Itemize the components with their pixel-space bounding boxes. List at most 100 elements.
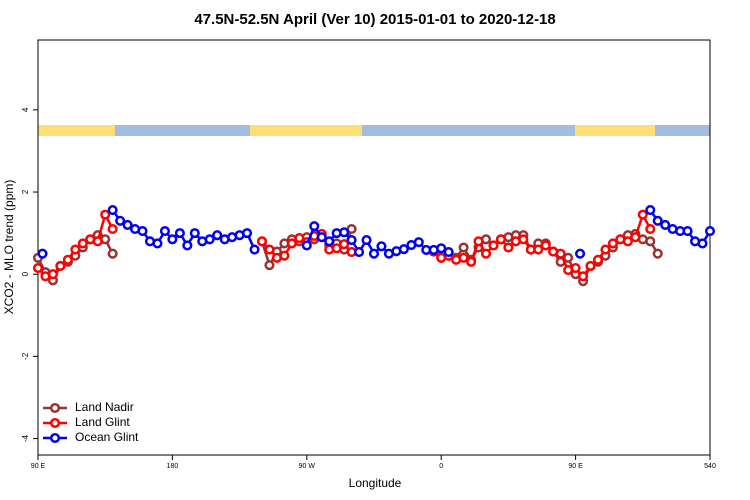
- x-tick-label: 540: [704, 463, 716, 470]
- legend-label: Ocean Glint: [75, 430, 139, 444]
- point: [152, 238, 163, 249]
- point: [413, 237, 424, 248]
- point: [466, 256, 477, 267]
- point: [652, 215, 663, 226]
- point: [637, 209, 648, 220]
- point: [264, 260, 275, 271]
- point: [249, 244, 260, 255]
- point: [339, 239, 350, 250]
- point: [242, 228, 253, 239]
- x-tick-label: 90 W: [299, 463, 316, 470]
- ocean-band: [655, 125, 710, 136]
- point: [189, 228, 200, 239]
- point: [376, 241, 387, 252]
- point: [47, 269, 58, 280]
- point: [622, 236, 633, 247]
- point: [652, 248, 663, 259]
- y-tick-label: 0: [21, 271, 30, 276]
- legend-marker: [49, 432, 61, 444]
- point: [645, 223, 656, 235]
- point: [159, 226, 170, 237]
- point: [324, 236, 335, 247]
- y-tick-label: -2: [21, 352, 30, 360]
- point: [585, 260, 596, 272]
- point: [630, 232, 641, 243]
- point: [331, 243, 342, 254]
- point: [361, 235, 372, 246]
- point: [503, 242, 514, 253]
- point: [575, 248, 586, 259]
- point: [137, 226, 148, 237]
- legend-marker: [49, 402, 61, 414]
- legend-label: Land Glint: [75, 415, 130, 429]
- legend-marker: [49, 417, 61, 429]
- point: [62, 254, 73, 265]
- point: [174, 228, 185, 239]
- plot-frame: [37, 39, 711, 456]
- x-tick-label: 0: [439, 463, 443, 470]
- point: [339, 227, 350, 238]
- point: [32, 262, 44, 274]
- x-tick-label: 180: [167, 463, 179, 470]
- point: [368, 248, 380, 259]
- point: [398, 244, 409, 255]
- point: [301, 240, 312, 251]
- legend-label: Land Nadir: [75, 400, 134, 414]
- point: [264, 244, 275, 255]
- point: [204, 234, 215, 245]
- point: [100, 209, 111, 220]
- y-tick-label: 2: [21, 189, 30, 194]
- point: [682, 226, 693, 237]
- point: [122, 219, 133, 230]
- point: [645, 236, 656, 247]
- point: [533, 244, 544, 255]
- land-band: [38, 125, 115, 136]
- point: [70, 244, 81, 255]
- point: [480, 248, 492, 259]
- point: [182, 240, 193, 251]
- land-ocean-strip: [38, 125, 710, 136]
- point: [279, 250, 290, 261]
- point: [256, 236, 268, 247]
- point: [294, 232, 305, 244]
- point: [563, 252, 574, 263]
- point: [346, 235, 357, 246]
- point: [436, 243, 447, 254]
- point: [645, 205, 656, 216]
- point: [107, 205, 118, 216]
- point: [92, 236, 103, 247]
- point: [212, 230, 223, 241]
- point: [570, 262, 581, 274]
- point: [309, 221, 320, 232]
- point: [578, 271, 589, 282]
- point: [660, 219, 671, 230]
- point: [458, 252, 469, 263]
- point: [697, 238, 708, 249]
- point: [518, 234, 529, 245]
- point: [115, 215, 126, 226]
- point: [607, 238, 618, 249]
- x-axis-label: Longitude: [349, 476, 402, 490]
- point: [600, 244, 611, 255]
- point: [107, 223, 118, 235]
- land-band: [575, 125, 655, 136]
- point: [495, 234, 506, 245]
- point: [473, 236, 484, 247]
- y-axis-label: XCO2 - MLO trend (ppm): [2, 180, 16, 315]
- point: [316, 232, 327, 243]
- point: [55, 260, 66, 272]
- ocean-band: [115, 125, 250, 136]
- point: [354, 246, 365, 258]
- point: [107, 248, 118, 259]
- point: [77, 238, 88, 249]
- ocean-band: [362, 125, 575, 136]
- chart-title: 47.5N-52.5N April (Ver 10) 2015-01-01 to…: [194, 11, 555, 28]
- point: [167, 234, 178, 245]
- point: [540, 240, 551, 251]
- point: [592, 254, 604, 265]
- point: [704, 226, 716, 237]
- point: [37, 248, 48, 259]
- y-tick-label: 4: [21, 107, 30, 112]
